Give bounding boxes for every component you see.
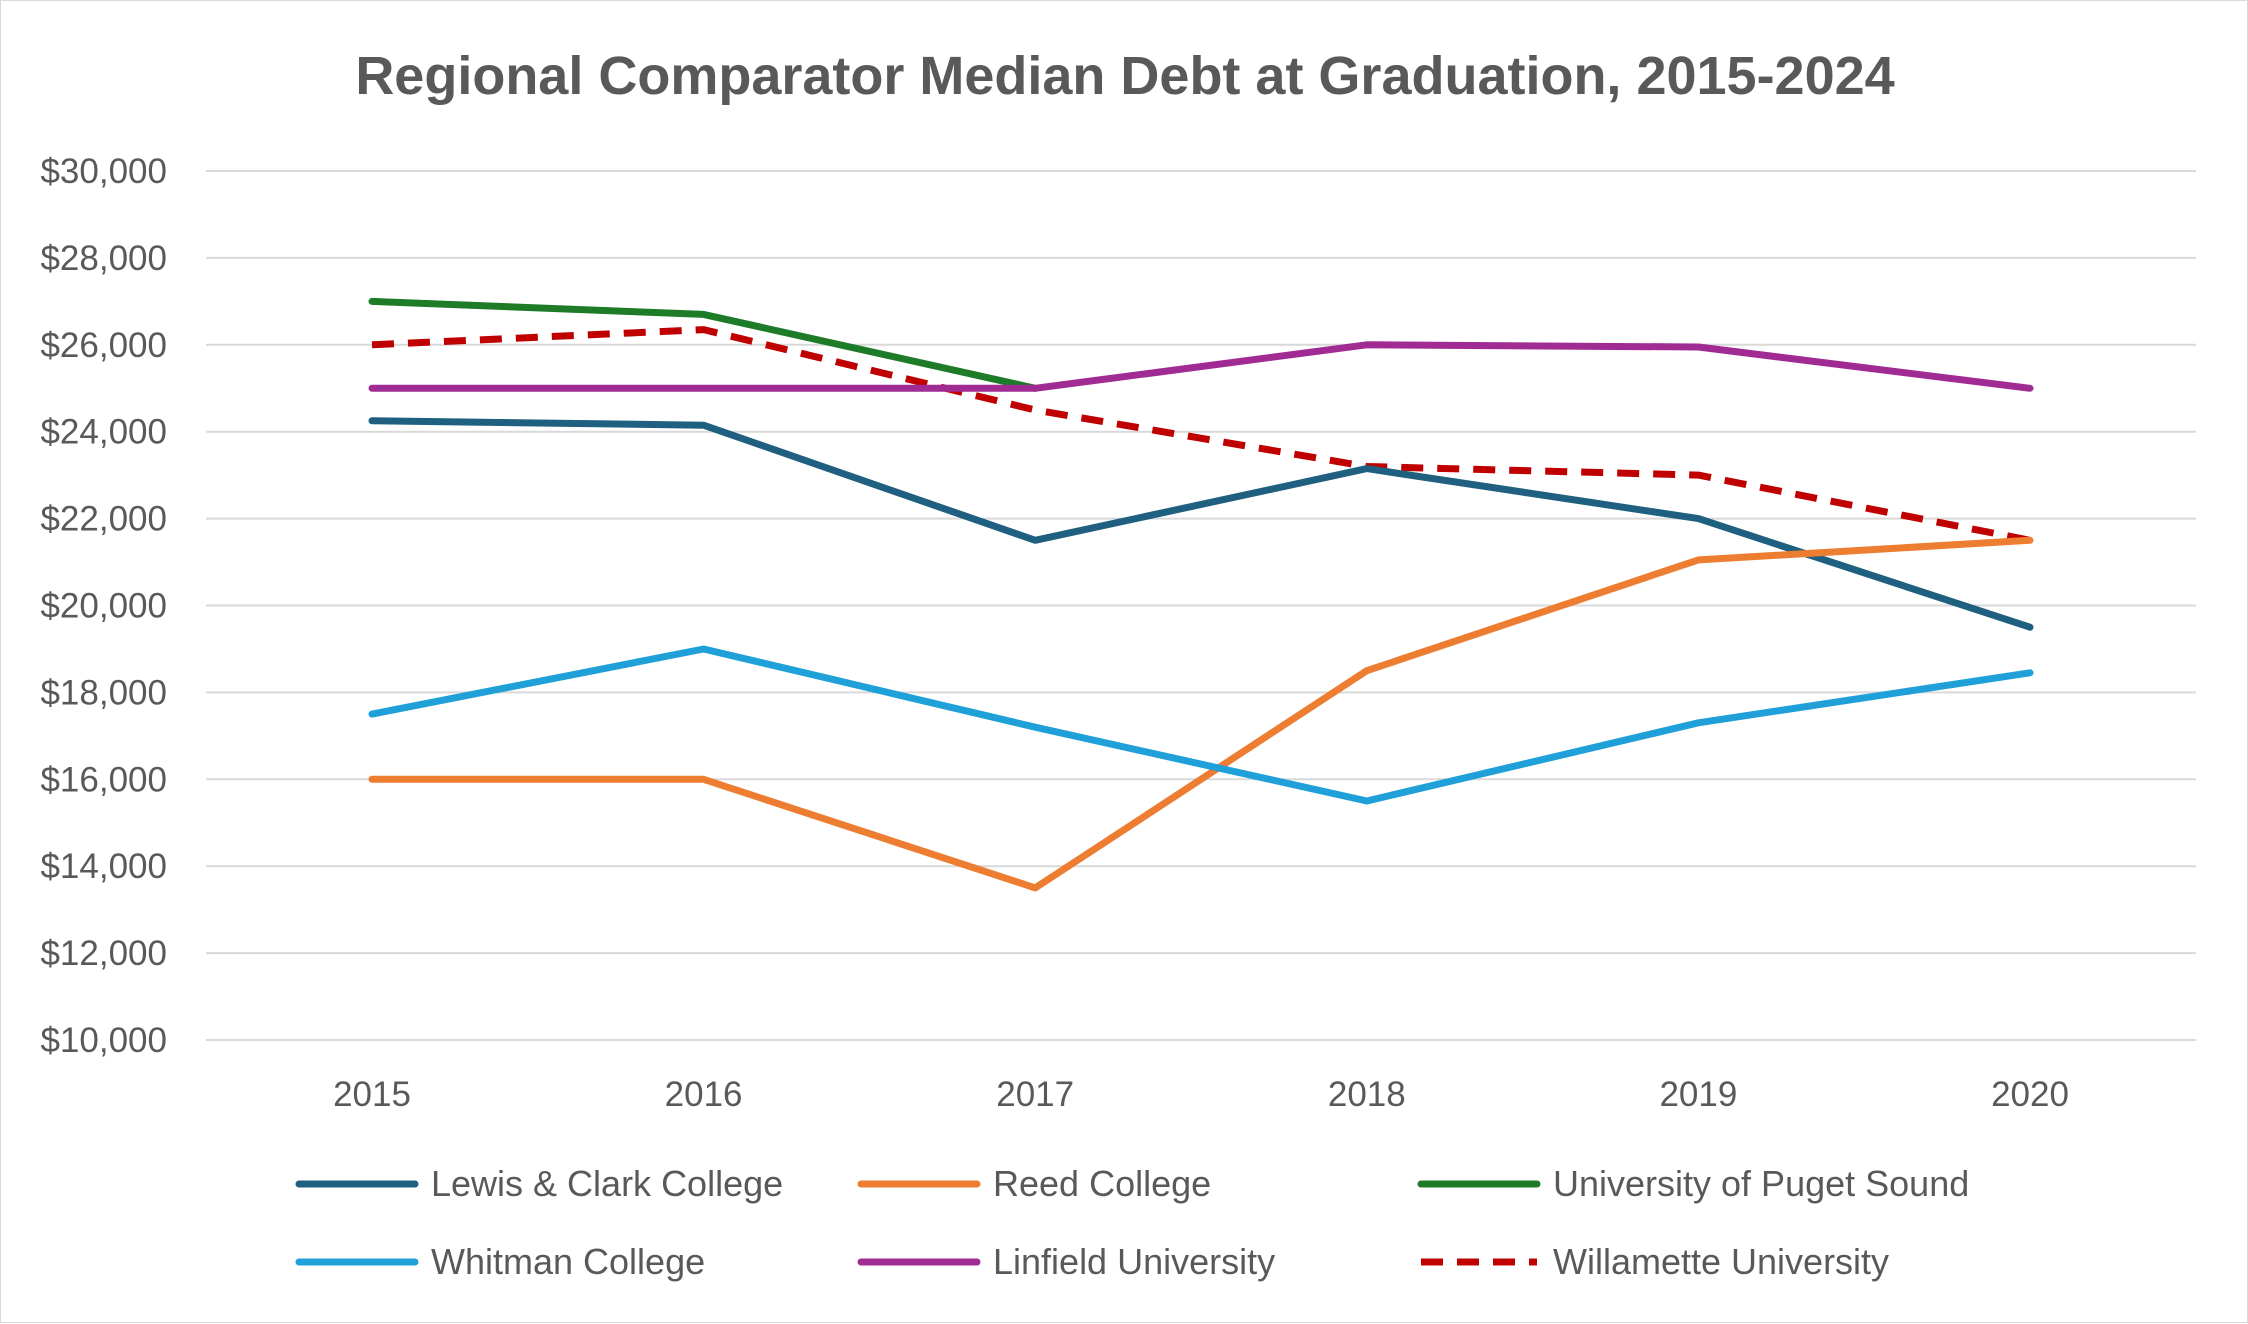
legend-label: Reed College: [993, 1163, 1211, 1204]
x-tick-label: 2016: [665, 1075, 743, 1114]
x-tick-label: 2019: [1659, 1075, 1737, 1114]
legend-item: Whitman College: [295, 1241, 705, 1282]
y-tick-label: $30,000: [40, 152, 167, 191]
series-line-whitman-college: [368, 645, 2034, 805]
y-tick-label: $20,000: [40, 587, 167, 626]
y-tick-label: $10,000: [40, 1021, 167, 1060]
legend-item: Reed College: [857, 1163, 1211, 1204]
y-tick-label: $16,000: [40, 760, 167, 799]
x-tick-label: 2017: [996, 1075, 1074, 1114]
series-line-university-of-puget-sound: [368, 297, 1039, 392]
legend-item: Willamette University: [1421, 1241, 1889, 1282]
legend-item: Lewis & Clark College: [295, 1163, 783, 1204]
y-tick-label: $12,000: [40, 934, 167, 973]
legend-item: Linfield University: [857, 1241, 1275, 1282]
y-tick-label: $26,000: [40, 326, 167, 365]
series-lines: [368, 297, 2034, 892]
legend-item: University of Puget Sound: [1417, 1163, 1969, 1204]
chart-title: Regional Comparator Median Debt at Gradu…: [355, 46, 1894, 106]
x-tick-label: 2020: [1991, 1075, 2069, 1114]
legend-label: Willamette University: [1553, 1241, 1889, 1282]
y-tick-label: $22,000: [40, 500, 167, 539]
y-tick-label: $14,000: [40, 847, 167, 886]
y-axis-tick-labels: $10,000 $12,000 $14,000 $16,000 $18,000 $20,0…: [40, 152, 167, 1060]
legend-label: Whitman College: [431, 1241, 705, 1282]
legend: Lewis & Clark College Reed College Univers…: [295, 1163, 1969, 1282]
x-tick-label: 2018: [1328, 1075, 1406, 1114]
legend-label: Lewis & Clark College: [431, 1163, 783, 1204]
y-tick-label: $24,000: [40, 413, 167, 452]
legend-label: University of Puget Sound: [1553, 1163, 1969, 1204]
series-line-linfield-university: [368, 341, 2034, 392]
series-line-reed-college: [368, 536, 2034, 892]
y-tick-label: $18,000: [40, 673, 167, 712]
series-line-willamette-university: [371, 326, 2031, 544]
x-tick-label: 2015: [333, 1075, 411, 1114]
x-axis-tick-labels: 2015 2016 2017 2018 2019 2020: [333, 1075, 2069, 1114]
series-line-lewis-clark-college: [368, 417, 2034, 631]
y-tick-label: $28,000: [40, 239, 167, 278]
gridlines: [206, 170, 2196, 1041]
legend-label: Linfield University: [993, 1241, 1275, 1282]
